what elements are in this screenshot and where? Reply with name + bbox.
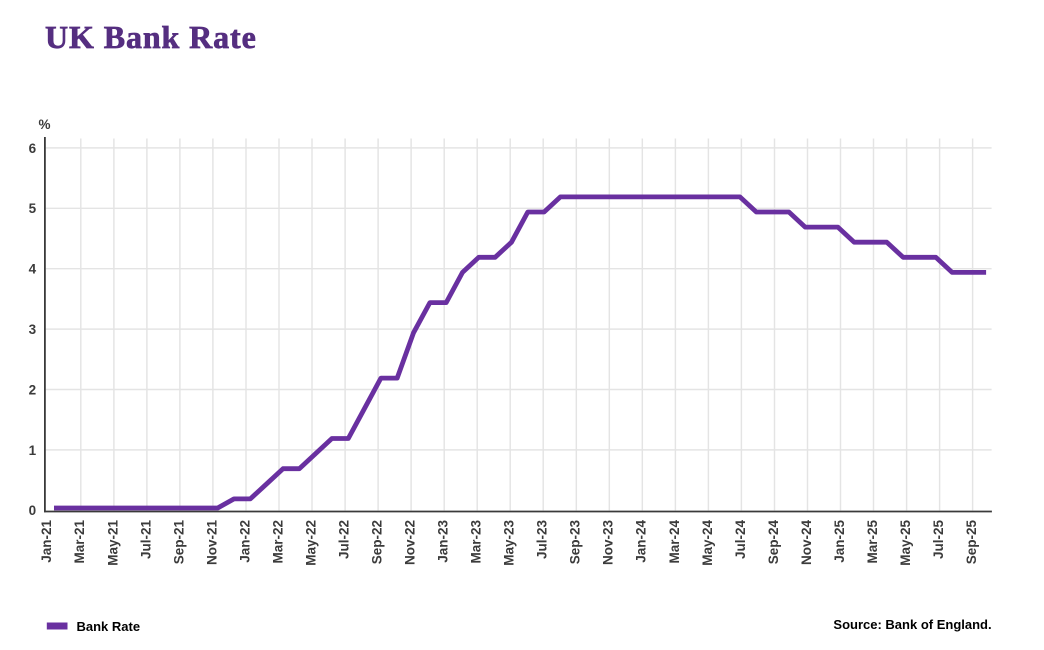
- svg-text:Jan-22: Jan-22: [237, 520, 252, 563]
- svg-text:May-23: May-23: [502, 520, 517, 566]
- svg-text:Mar-22: Mar-22: [270, 520, 285, 564]
- svg-text:UK Bank Rate: UK Bank Rate: [45, 19, 257, 55]
- svg-text:Bank Rate: Bank Rate: [77, 619, 141, 634]
- svg-text:Sep-24: Sep-24: [766, 520, 781, 565]
- svg-text:Source: Bank of England.: Source: Bank of England.: [833, 617, 991, 632]
- svg-text:2: 2: [29, 382, 37, 397]
- svg-text:May-22: May-22: [303, 520, 318, 566]
- svg-text:May-25: May-25: [898, 520, 913, 566]
- svg-text:Sep-25: Sep-25: [964, 520, 979, 565]
- svg-text:Jan-24: Jan-24: [634, 520, 649, 563]
- svg-text:Mar-21: Mar-21: [72, 520, 87, 564]
- svg-text:May-24: May-24: [700, 520, 715, 566]
- svg-text:Jan-21: Jan-21: [39, 520, 54, 563]
- svg-text:May-21: May-21: [105, 520, 120, 566]
- svg-text:Nov-22: Nov-22: [403, 520, 418, 565]
- svg-text:Jul-24: Jul-24: [733, 520, 748, 560]
- svg-text:Jul-25: Jul-25: [931, 520, 946, 560]
- svg-text:6: 6: [29, 141, 37, 156]
- svg-text:Mar-25: Mar-25: [865, 520, 880, 564]
- svg-text:3: 3: [29, 322, 37, 337]
- svg-text:%: %: [38, 117, 50, 132]
- svg-text:Jul-23: Jul-23: [535, 520, 550, 560]
- svg-text:4: 4: [29, 262, 37, 277]
- svg-text:Jan-23: Jan-23: [436, 520, 451, 563]
- svg-text:Nov-21: Nov-21: [204, 520, 219, 566]
- svg-text:Jul-22: Jul-22: [337, 520, 352, 559]
- svg-text:Sep-22: Sep-22: [370, 520, 385, 564]
- svg-text:Nov-23: Nov-23: [601, 520, 616, 566]
- svg-text:1: 1: [29, 443, 37, 458]
- svg-text:Sep-23: Sep-23: [568, 520, 583, 565]
- svg-text:Jul-21: Jul-21: [138, 520, 153, 560]
- svg-text:Sep-21: Sep-21: [171, 520, 186, 565]
- svg-text:Nov-24: Nov-24: [799, 520, 814, 566]
- svg-text:0: 0: [29, 503, 37, 518]
- svg-text:Jan-25: Jan-25: [832, 520, 847, 563]
- svg-text:5: 5: [29, 201, 37, 216]
- svg-text:Mar-24: Mar-24: [667, 520, 682, 564]
- svg-text:Mar-23: Mar-23: [469, 520, 484, 564]
